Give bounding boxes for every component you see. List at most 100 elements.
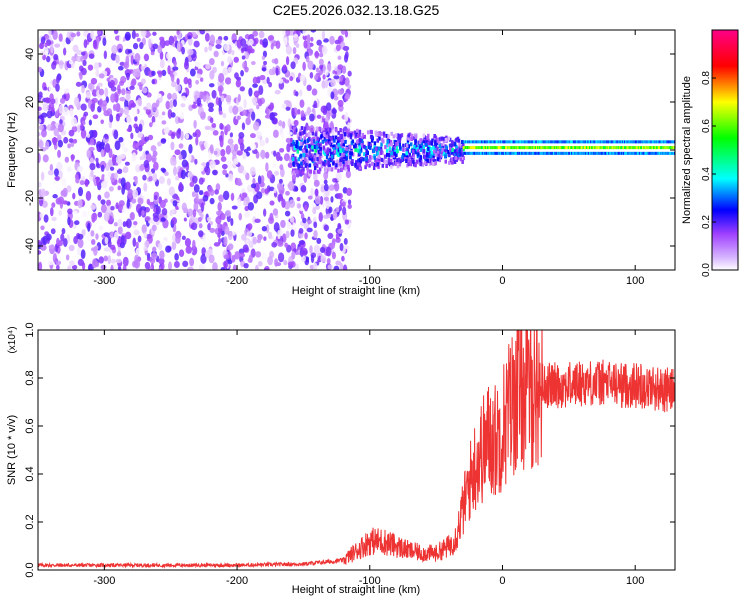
heatmap-cell	[473, 151, 475, 155]
x-tick-label: 100	[626, 575, 644, 587]
heatmap-cell	[418, 140, 422, 145]
heatmap-cell	[50, 125, 54, 131]
heatmap-cell	[47, 260, 54, 266]
heatmap-cell	[579, 146, 581, 150]
y-tick-label: -40	[24, 238, 36, 254]
heatmap-cell	[240, 38, 247, 47]
heatmap-cell	[38, 66, 43, 73]
heatmap-cell	[280, 219, 286, 229]
heatmap-cell	[601, 146, 604, 150]
heatmap-cell	[470, 151, 472, 155]
heatmap-cell	[174, 252, 179, 261]
heatmap-cell	[451, 150, 454, 155]
heatmap-cell	[649, 151, 651, 155]
heatmap-cell	[63, 47, 67, 56]
heatmap-cell	[187, 152, 192, 162]
heatmap-cell	[484, 140, 487, 144]
heatmap-cell	[296, 203, 302, 209]
heatmap-cell	[248, 38, 254, 46]
heatmap-cell	[341, 158, 344, 163]
heatmap-cell	[592, 146, 594, 150]
heatmap-cell	[612, 151, 614, 155]
heatmap-cell	[310, 127, 314, 132]
heatmap-cell	[668, 140, 671, 144]
heatmap-cell	[471, 140, 473, 144]
heatmap-cell	[209, 58, 215, 66]
heatmap-cell	[474, 140, 476, 144]
heatmap-cell	[461, 159, 464, 164]
heatmap-cell	[231, 49, 235, 56]
heatmap-cell	[172, 99, 178, 107]
heatmap-cell	[578, 151, 580, 155]
heatmap-cell	[638, 146, 641, 150]
heatmap-cell	[227, 138, 234, 145]
heatmap-cell	[241, 192, 248, 198]
heatmap-cell	[373, 155, 376, 160]
heatmap-cell	[265, 137, 269, 144]
heatmap-cell	[322, 161, 325, 166]
heatmap-cell	[287, 181, 295, 191]
heatmap-cell	[98, 73, 105, 79]
heatmap-cell	[152, 150, 158, 157]
heatmap-cell	[311, 88, 318, 96]
heatmap-cell	[445, 135, 448, 140]
heatmap-cell	[337, 223, 341, 228]
heatmap-cell	[406, 135, 410, 140]
heatmap-cell	[668, 146, 671, 150]
heatmap-cell	[524, 146, 526, 150]
heatmap-cell	[172, 66, 179, 71]
heatmap-cell	[322, 150, 326, 155]
heatmap-cell	[245, 172, 250, 181]
heatmap-cell	[459, 157, 463, 162]
heatmap-cell	[458, 142, 461, 147]
heatmap-cell	[208, 107, 214, 113]
heatmap-cell	[644, 140, 646, 144]
heatmap-cell	[668, 151, 671, 155]
heatmap-cell	[305, 257, 310, 263]
heatmap-cell	[235, 80, 241, 88]
heatmap-cell	[366, 130, 370, 135]
heatmap-cell	[187, 171, 193, 178]
heatmap-cell	[624, 140, 626, 144]
heatmap-cell	[295, 173, 300, 178]
heatmap-cell	[299, 74, 306, 82]
heatmap-cell	[367, 141, 370, 146]
heatmap-cell	[325, 154, 329, 159]
heatmap-cell	[672, 151, 675, 155]
heatmap-cell	[448, 146, 452, 151]
heatmap-cell	[412, 159, 415, 164]
heatmap-cell	[565, 140, 568, 144]
heatmap-cell	[511, 140, 513, 144]
heatmap-cell	[56, 75, 60, 84]
heatmap-cell	[519, 146, 522, 150]
heatmap-cell	[259, 74, 266, 81]
heatmap-cell	[93, 246, 98, 256]
heatmap-cell	[261, 78, 268, 84]
heatmap-cell	[390, 164, 393, 169]
heatmap-cell	[555, 151, 557, 155]
heatmap-cell	[257, 175, 262, 185]
heatmap-cell	[315, 188, 319, 197]
heatmap-cell	[76, 247, 82, 256]
heatmap-cell	[115, 54, 120, 64]
heatmap-cell	[131, 198, 137, 204]
heatmap-cell	[539, 146, 541, 150]
heatmap-cell	[365, 153, 368, 158]
heatmap-cell	[429, 161, 433, 166]
heatmap-cell	[436, 157, 440, 162]
heatmap-cell	[121, 88, 126, 96]
heatmap-cell	[444, 137, 448, 142]
heatmap-cell	[95, 157, 99, 163]
heatmap-cell	[69, 108, 74, 118]
heatmap-cell	[377, 146, 381, 151]
heatmap-cell	[624, 151, 626, 155]
heatmap-cell	[103, 255, 109, 262]
heatmap-cell	[291, 168, 295, 173]
y-tick-label: 0.2	[24, 514, 36, 529]
heatmap-cell	[531, 151, 534, 155]
x-tick-label: 0	[499, 275, 505, 287]
heatmap-cell	[72, 138, 78, 144]
heatmap-cell	[465, 140, 468, 144]
heatmap-cell	[665, 146, 667, 150]
